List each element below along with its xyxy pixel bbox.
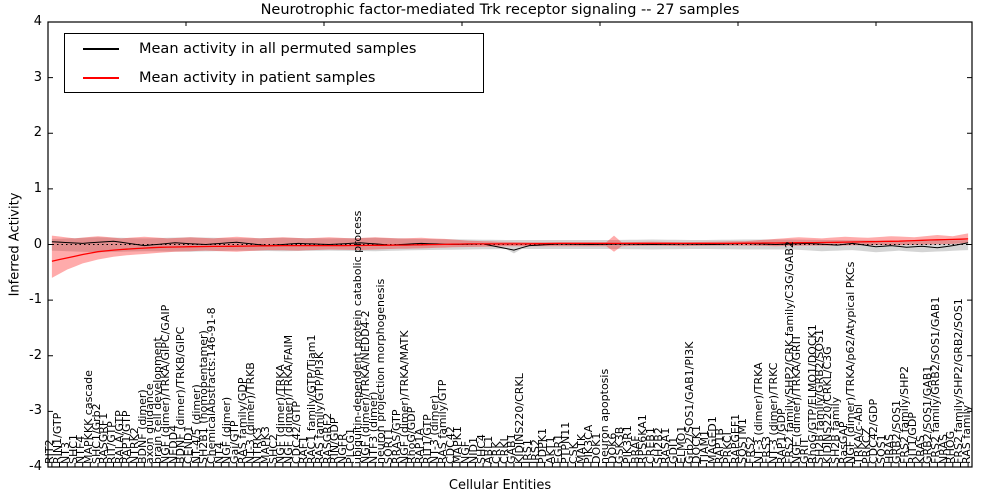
legend-label: Mean activity in all permuted samples xyxy=(139,40,417,57)
x-axis-label: Cellular Entities xyxy=(448,478,552,493)
y-tick-label: 0 xyxy=(33,236,42,252)
y-tick-label: 2 xyxy=(33,125,42,141)
x-category-label: RAS family xyxy=(959,404,973,464)
chart-title: Neurotrophic factor-mediated Trk recepto… xyxy=(260,2,740,18)
band-permuted-samples-range xyxy=(51,237,969,254)
legend-entry-permuted: Mean activity in all permuted samples xyxy=(65,34,483,63)
y-tick-label: -4 xyxy=(29,459,42,474)
y-tick-label: 4 xyxy=(33,14,42,29)
y-tick-label: -1 xyxy=(29,292,42,308)
series-line-0 xyxy=(51,240,969,251)
y-tick-label: -3 xyxy=(29,403,42,419)
legend-line-sample-black xyxy=(83,47,119,50)
axes-frame xyxy=(47,21,973,468)
legend-line-sample-red xyxy=(83,76,119,79)
legend: Mean activity in all permuted samples Me… xyxy=(64,33,484,93)
legend-label: Mean activity in patient samples xyxy=(139,69,376,86)
series-line-1 xyxy=(51,238,969,262)
legend-entry-patient: Mean activity in patient samples xyxy=(65,63,483,92)
y-tick-label: 1 xyxy=(33,180,42,196)
x-category-label: ChemicalAbstracts:146-91-8 xyxy=(205,307,219,464)
y-tick-label: 3 xyxy=(33,69,42,85)
y-tick-label: -2 xyxy=(29,347,42,363)
